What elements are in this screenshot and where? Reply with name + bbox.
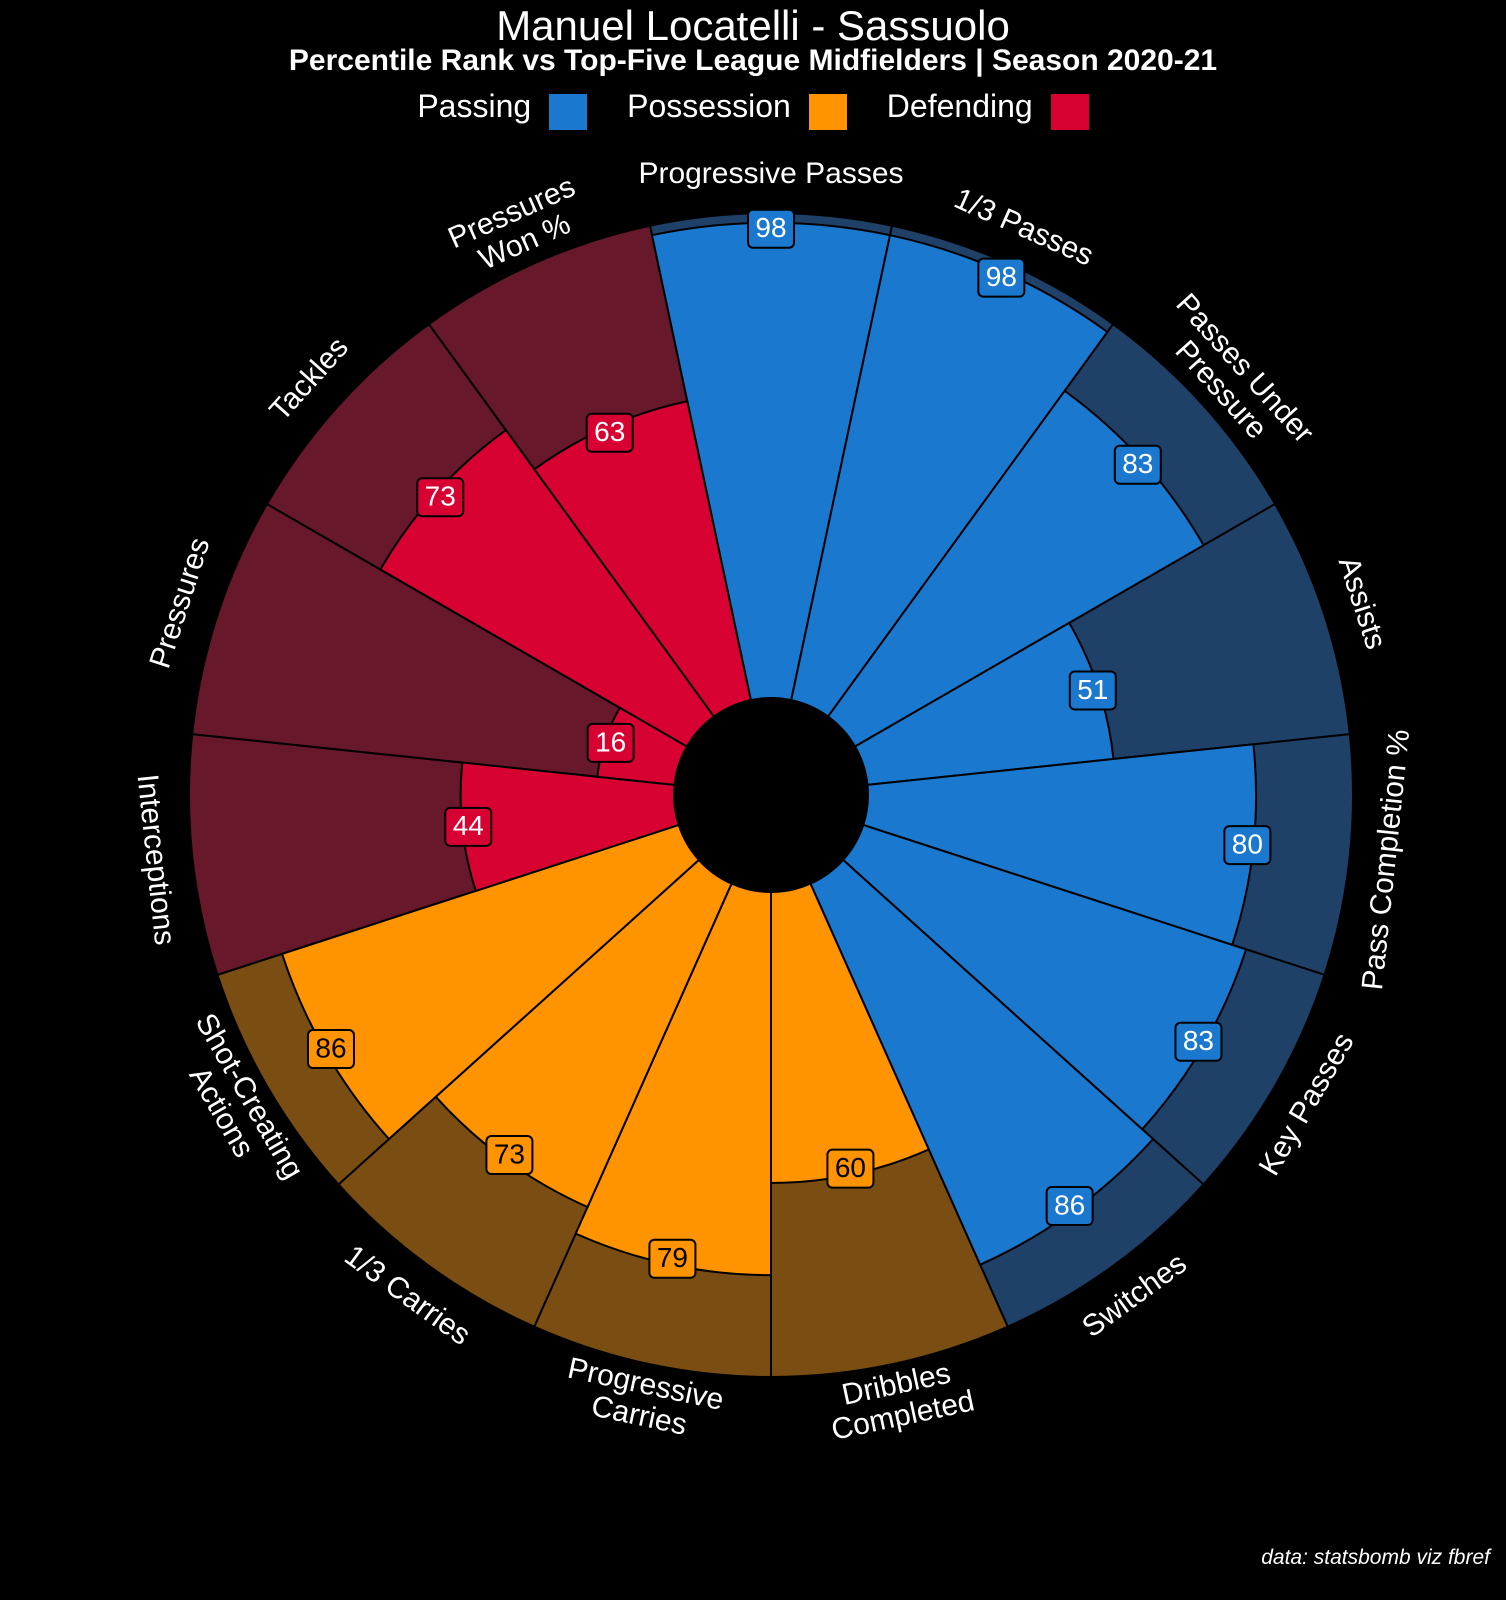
- value-label-text: 79: [657, 1242, 688, 1273]
- category-label-line: Interceptions: [131, 772, 182, 946]
- value-label-box: [485, 1135, 534, 1176]
- legend-swatch: [549, 94, 588, 130]
- value-label: 98: [747, 208, 795, 249]
- legend-label: Passing: [417, 87, 532, 124]
- value-label-text: 86: [1054, 1189, 1085, 1220]
- value-label-text: 44: [453, 810, 484, 841]
- category-label-line: Progressive Passes: [638, 157, 903, 190]
- value-label: 63: [585, 412, 634, 453]
- value-label: 98: [977, 257, 1026, 298]
- legend-swatch: [808, 94, 847, 130]
- value-label-box: [826, 1148, 875, 1189]
- value-label-text: 83: [1122, 448, 1153, 479]
- value-label: 16: [586, 722, 635, 763]
- chart-title: Manuel Locatelli - Sassuolo: [496, 2, 1010, 49]
- value-label-text: 83: [1183, 1025, 1214, 1056]
- category-label: Pressures: [143, 534, 216, 673]
- value-label-box: [585, 412, 634, 453]
- data-source-note: data: statsbomb viz fbref: [1261, 1546, 1490, 1569]
- legend-swatch: [1050, 94, 1089, 130]
- value-label: 86: [306, 1029, 355, 1070]
- value-label: 86: [1045, 1186, 1094, 1227]
- legend-item-passing: Passing: [417, 82, 588, 130]
- value-label-box: [1223, 825, 1272, 866]
- legend-item-defending: Defending: [887, 82, 1089, 130]
- value-label-text: 60: [835, 1152, 866, 1183]
- category-label: Pass Completion %: [1356, 728, 1416, 992]
- value-label-text: 63: [594, 416, 625, 447]
- value-label: 73: [485, 1135, 534, 1176]
- value-label: 83: [1174, 1021, 1223, 1062]
- legend-item-possession: Possession: [627, 82, 847, 130]
- value-label-box: [1174, 1021, 1223, 1062]
- value-label: 83: [1113, 444, 1162, 485]
- value-label: 60: [826, 1148, 875, 1189]
- value-label-box: [306, 1029, 355, 1070]
- category-label: Assists: [1332, 553, 1393, 654]
- value-label-box: [586, 722, 635, 763]
- legend-label: Possession: [627, 87, 791, 124]
- value-label-text: 73: [494, 1138, 525, 1169]
- value-label: 80: [1223, 825, 1272, 866]
- value-label: 44: [444, 806, 493, 847]
- value-label-text: 80: [1232, 828, 1263, 859]
- chart-subtitle: Percentile Rank vs Top-Five League Midfi…: [288, 44, 1218, 77]
- category-label-line: Pass Completion %: [1356, 728, 1416, 992]
- value-label-box: [1113, 444, 1162, 485]
- value-label: 73: [416, 477, 465, 518]
- legend: Passing Possession Defending: [0, 82, 1506, 130]
- value-label-text: 16: [595, 726, 626, 757]
- category-label: Interceptions: [131, 772, 182, 946]
- value-label-box: [1068, 670, 1117, 711]
- value-label-text: 73: [425, 481, 456, 512]
- value-label-box: [977, 257, 1026, 298]
- value-label-box: [648, 1238, 697, 1279]
- center-hole: [674, 698, 868, 892]
- value-label-text: 86: [315, 1032, 346, 1063]
- legend-label: Defending: [886, 87, 1033, 124]
- value-label-box: [747, 208, 795, 249]
- value-label: 51: [1068, 670, 1117, 711]
- value-label-box: [416, 477, 465, 518]
- category-label: Progressive Passes: [638, 157, 903, 190]
- value-label-box: [1045, 1186, 1094, 1227]
- value-label-text: 98: [755, 212, 786, 243]
- value-label: 79: [648, 1238, 697, 1279]
- value-label-text: 98: [986, 261, 1017, 292]
- value-label-text: 51: [1077, 674, 1108, 705]
- value-label-box: [444, 806, 493, 847]
- category-label-line: Pressures: [143, 534, 216, 673]
- category-label-line: Assists: [1332, 553, 1393, 654]
